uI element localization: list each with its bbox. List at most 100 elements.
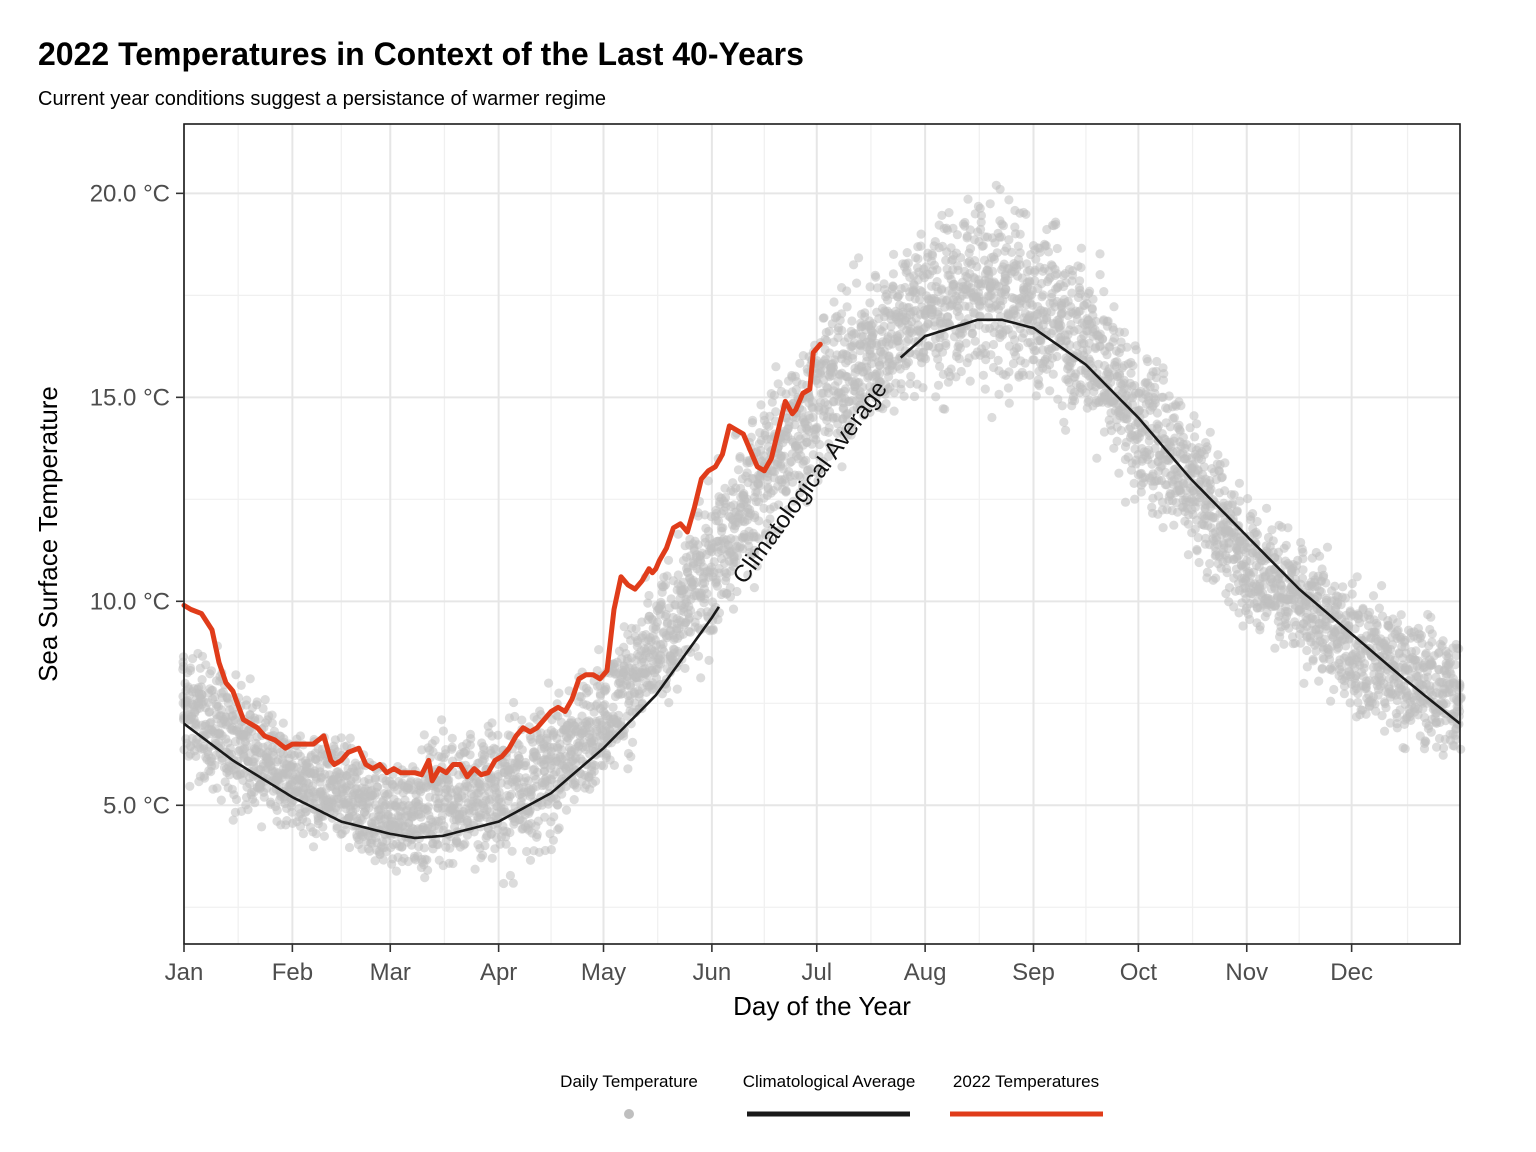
daily-temperature-point [902,248,912,258]
daily-temperature-point [931,392,941,402]
daily-temperature-point [1213,450,1223,460]
daily-temperature-point [972,262,982,272]
daily-temperature-point [1126,357,1136,368]
daily-temperature-point [1109,443,1119,453]
daily-temperature-point [995,184,1005,194]
daily-temperature-point [847,316,857,326]
daily-temperature-point [1183,550,1193,560]
daily-temperature-point [258,703,268,714]
daily-temperature-point [783,424,793,434]
daily-temperature-point [754,516,764,526]
daily-temperature-point [865,298,875,308]
daily-temperature-point [521,757,531,768]
daily-temperature-point [895,329,905,339]
daily-temperature-point [888,282,898,292]
daily-temperature-point [913,254,923,264]
daily-temperature-point [584,716,594,726]
daily-temperature-point [954,354,964,364]
daily-temperature-point [1297,573,1308,583]
daily-temperature-point [1353,697,1363,708]
daily-temperature-point [1008,359,1019,369]
daily-temperature-point [494,787,504,797]
daily-temperature-point [1003,275,1013,285]
daily-temperature-point [1152,356,1162,367]
daily-temperature-point [965,376,975,386]
daily-temperature-point [1284,623,1294,633]
daily-temperature-point [1229,490,1239,500]
daily-temperature-point [643,598,653,608]
daily-temperature-point [458,840,469,850]
daily-temperature-point [591,776,601,786]
daily-temperature-point [1114,368,1125,378]
daily-temperature-point [1298,547,1308,558]
daily-temperature-point [628,737,638,748]
daily-temperature-point [1031,346,1041,356]
daily-temperature-point [1158,523,1168,533]
daily-temperature-point [1095,249,1105,259]
daily-temperature-point [1004,235,1014,245]
daily-temperature-point [517,715,527,725]
daily-temperature-point [948,223,958,233]
daily-temperature-point [503,730,513,740]
daily-temperature-point [1190,524,1200,534]
daily-temperature-point [889,406,899,416]
daily-temperature-point [1038,290,1048,300]
daily-temperature-point [793,431,803,441]
daily-temperature-point [1048,369,1058,379]
daily-temperature-point [272,805,282,816]
daily-temperature-point [782,470,793,480]
daily-temperature-point [1384,620,1394,631]
daily-temperature-point [1299,678,1309,689]
daily-temperature-point [1340,593,1351,603]
daily-temperature-point [940,404,950,414]
daily-temperature-point [1308,654,1318,664]
daily-temperature-point [1128,399,1138,410]
daily-temperature-point [1114,468,1124,478]
daily-temperature-point [783,505,793,515]
daily-temperature-point [228,815,238,825]
daily-temperature-point [407,840,417,850]
chart-subtitle: Current year conditions suggest a persis… [38,88,606,110]
daily-temperature-point [750,548,760,559]
daily-temperature-point [752,561,762,571]
daily-temperature-point [981,341,991,351]
daily-temperature-point [419,730,429,740]
daily-temperature-point [1169,520,1179,530]
daily-temperature-point [713,615,723,625]
daily-temperature-point [1315,586,1325,596]
daily-temperature-point [448,858,458,869]
daily-temperature-point [1192,546,1202,556]
daily-temperature-point [1178,432,1188,442]
daily-temperature-point [210,760,220,771]
daily-temperature-point [754,534,764,544]
daily-temperature-point [1059,417,1069,427]
daily-temperature-point [1150,382,1160,392]
daily-temperature-point [1302,645,1312,656]
daily-temperature-point [420,873,430,883]
daily-temperature-point [986,350,996,360]
daily-temperature-point [664,698,674,708]
daily-temperature-point [236,680,246,691]
daily-temperature-point [888,269,899,279]
daily-temperature-point [656,600,667,610]
daily-temperature-point [685,605,696,616]
daily-temperature-point [978,241,988,251]
daily-temperature-point [788,477,798,487]
daily-temperature-point [1131,345,1141,355]
daily-temperature-point [915,295,925,305]
daily-temperature-point [419,843,429,853]
daily-temperature-point [916,241,926,251]
daily-temperature-point [1258,580,1269,590]
daily-temperature-point [1252,516,1262,527]
daily-temperature-point [1120,497,1131,507]
daily-temperature-point [1377,581,1387,591]
daily-temperature-point [345,733,355,743]
daily-temperature-point [1031,254,1041,264]
daily-temperature-point [952,230,963,240]
daily-temperature-point [860,308,870,318]
daily-temperature-point [373,782,383,792]
daily-temperature-point [937,210,947,220]
daily-temperature-point [1013,241,1024,251]
daily-temperature-point [1061,425,1071,435]
daily-temperature-point [501,839,511,849]
